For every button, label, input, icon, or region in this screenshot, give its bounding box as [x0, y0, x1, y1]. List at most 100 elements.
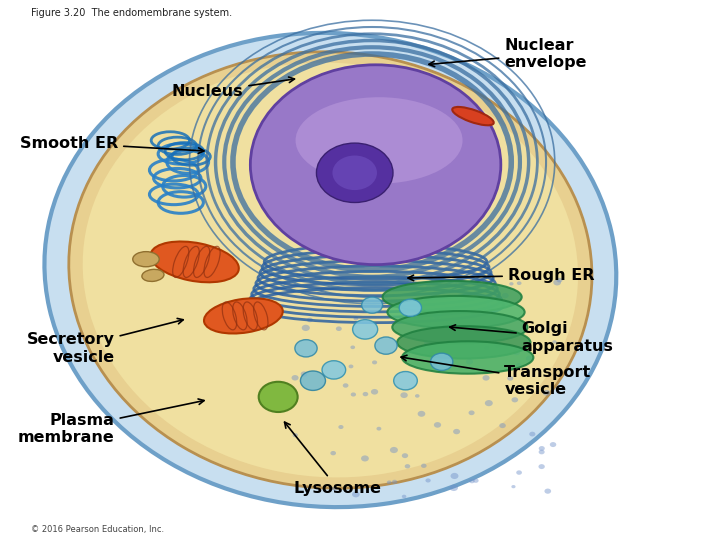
Circle shape: [499, 423, 506, 428]
Circle shape: [418, 411, 426, 417]
Circle shape: [487, 273, 493, 278]
Circle shape: [450, 484, 458, 491]
Circle shape: [495, 343, 500, 347]
Circle shape: [400, 299, 421, 316]
Circle shape: [394, 372, 418, 390]
Circle shape: [486, 303, 491, 307]
Circle shape: [320, 288, 324, 292]
Circle shape: [322, 361, 346, 379]
Text: Secretory
vesicle: Secretory vesicle: [27, 319, 183, 364]
Circle shape: [418, 304, 423, 308]
Circle shape: [529, 431, 536, 436]
Circle shape: [343, 383, 348, 388]
Circle shape: [485, 346, 489, 350]
Circle shape: [539, 446, 545, 451]
Circle shape: [317, 143, 393, 202]
Circle shape: [469, 410, 474, 415]
Circle shape: [351, 393, 356, 396]
Circle shape: [482, 375, 490, 381]
Circle shape: [330, 451, 336, 455]
Circle shape: [348, 364, 354, 368]
Circle shape: [429, 352, 434, 356]
Text: Lysosome: Lysosome: [284, 422, 382, 496]
Circle shape: [258, 382, 297, 412]
Circle shape: [405, 464, 410, 468]
Ellipse shape: [132, 252, 159, 267]
Circle shape: [375, 337, 397, 354]
Circle shape: [426, 285, 431, 290]
Circle shape: [552, 340, 557, 343]
Ellipse shape: [452, 107, 494, 125]
Ellipse shape: [397, 326, 531, 359]
Circle shape: [302, 325, 310, 331]
Circle shape: [507, 376, 513, 381]
Circle shape: [287, 399, 294, 404]
Circle shape: [433, 313, 441, 319]
Circle shape: [377, 427, 382, 430]
Circle shape: [307, 318, 313, 322]
Text: Transport
vesicle: Transport vesicle: [401, 355, 592, 397]
Circle shape: [361, 297, 382, 313]
Circle shape: [513, 349, 520, 355]
Circle shape: [292, 375, 299, 381]
Text: Figure 3.20  The endomembrane system.: Figure 3.20 The endomembrane system.: [31, 8, 233, 18]
Circle shape: [421, 463, 427, 468]
Ellipse shape: [382, 281, 522, 313]
Circle shape: [404, 350, 410, 355]
Circle shape: [301, 372, 307, 376]
Circle shape: [300, 371, 325, 390]
Circle shape: [485, 400, 492, 406]
Circle shape: [372, 360, 377, 364]
Circle shape: [295, 340, 317, 357]
Ellipse shape: [296, 97, 462, 184]
Circle shape: [508, 332, 513, 336]
Circle shape: [363, 392, 368, 396]
Circle shape: [553, 280, 561, 286]
Circle shape: [516, 363, 521, 367]
Circle shape: [431, 353, 453, 370]
Text: © 2016 Pearson Education, Inc.: © 2016 Pearson Education, Inc.: [31, 524, 164, 534]
Circle shape: [453, 429, 460, 434]
Ellipse shape: [150, 241, 239, 282]
Ellipse shape: [204, 298, 283, 334]
Ellipse shape: [69, 52, 592, 488]
Circle shape: [415, 394, 420, 397]
Circle shape: [332, 487, 337, 491]
Text: Smooth ER: Smooth ER: [20, 136, 204, 153]
Circle shape: [543, 390, 550, 396]
Circle shape: [353, 320, 378, 339]
Circle shape: [476, 309, 482, 314]
Circle shape: [371, 389, 378, 395]
Circle shape: [504, 301, 508, 304]
Text: Nucleus: Nucleus: [172, 77, 294, 99]
Circle shape: [466, 359, 473, 364]
Ellipse shape: [387, 296, 525, 328]
Circle shape: [451, 473, 459, 479]
Ellipse shape: [251, 65, 501, 265]
Circle shape: [333, 156, 377, 190]
Circle shape: [402, 495, 406, 498]
Circle shape: [539, 464, 545, 469]
Circle shape: [516, 470, 522, 475]
Circle shape: [511, 397, 518, 402]
Circle shape: [292, 433, 298, 437]
Circle shape: [338, 425, 343, 429]
Circle shape: [517, 281, 521, 285]
Circle shape: [470, 311, 477, 316]
Ellipse shape: [392, 311, 528, 343]
Circle shape: [539, 450, 544, 454]
Circle shape: [511, 485, 516, 488]
Circle shape: [361, 455, 369, 462]
Circle shape: [424, 340, 431, 346]
Text: Nuclear
envelope: Nuclear envelope: [429, 38, 587, 70]
Circle shape: [449, 280, 457, 287]
Circle shape: [544, 489, 551, 494]
Text: Plasma
membrane: Plasma membrane: [18, 399, 204, 446]
Circle shape: [487, 308, 495, 313]
Circle shape: [336, 326, 342, 331]
Circle shape: [557, 278, 562, 282]
Circle shape: [351, 346, 355, 349]
Circle shape: [354, 317, 359, 321]
Circle shape: [392, 480, 397, 484]
Ellipse shape: [402, 341, 534, 374]
